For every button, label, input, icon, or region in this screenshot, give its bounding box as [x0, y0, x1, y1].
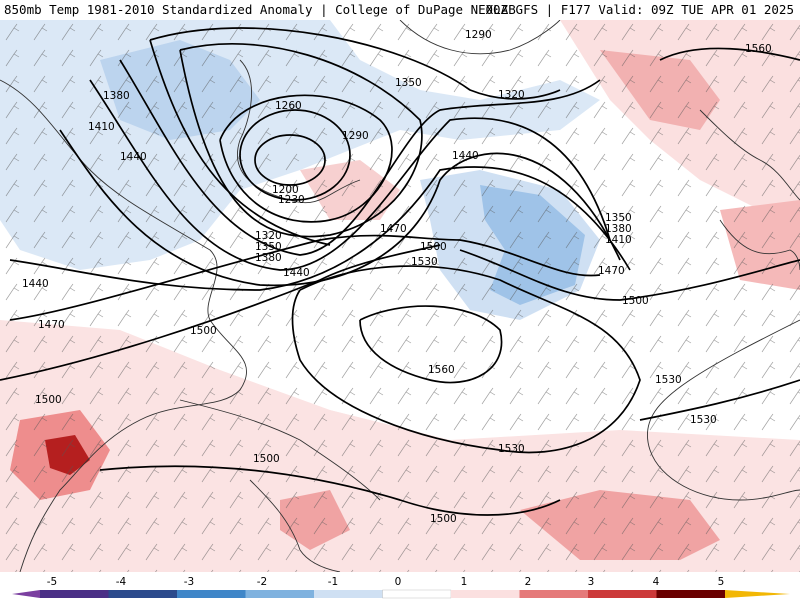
contour-label: 1200 — [272, 184, 299, 196]
colorbar-tick: 0 — [395, 576, 402, 588]
contour-label: 1530 — [411, 256, 438, 268]
header-bar: 850mb Temp 1981-2010 Standardized Anomal… — [0, 0, 800, 20]
map-title: 850mb Temp 1981-2010 Standardized Anomal… — [4, 2, 516, 17]
contour-label: 1350 — [605, 212, 632, 224]
contour-label: 1500 — [622, 295, 649, 307]
contour-label: 1440 — [283, 267, 310, 279]
contour-1350 — [119, 59, 601, 256]
colorbar-tick: -4 — [116, 576, 127, 588]
colorbar-segment — [40, 590, 109, 598]
contour-1500 — [0, 244, 800, 381]
contour-1410 — [59, 129, 621, 287]
contour-1500-south — [99, 465, 561, 516]
contour-label: 1440 — [452, 150, 479, 162]
colorbar-tick: 2 — [525, 576, 532, 588]
contour-label: 1530 — [655, 374, 682, 386]
contour-label: 1470 — [38, 319, 65, 331]
colorbar-segment — [245, 590, 314, 598]
contour-label: 1560 — [428, 364, 455, 376]
contour-label: 1530 — [498, 443, 525, 455]
contour-1530 — [291, 265, 641, 454]
colorbar-segment — [656, 590, 725, 598]
colorbar-segment — [177, 590, 246, 598]
coastline-north-america — [0, 79, 247, 572]
contour-label: 1380 — [103, 90, 130, 102]
colorbar-tick: -1 — [328, 576, 338, 588]
coastline-caribbean — [179, 399, 381, 501]
colorbar-tick: 1 — [461, 576, 468, 588]
contour-label: 1500 — [35, 394, 62, 406]
contour-label: 1500 — [430, 513, 457, 525]
contour-label: 1500 — [253, 453, 280, 465]
contour-1380 — [89, 79, 611, 271]
height-contours — [0, 27, 800, 516]
contour-label: 1470 — [598, 265, 625, 277]
contour-label: 1320 — [255, 230, 282, 242]
colorbar-tick: 3 — [588, 576, 595, 588]
colorbar-segment — [108, 590, 177, 598]
contour-label: 1290 — [342, 130, 369, 142]
coastlines — [0, 20, 800, 572]
colorbar-segment — [382, 589, 452, 599]
contour-label: 1530 — [690, 414, 717, 426]
contour-labels: 1290 1560 1350 1320 1380 1410 1440 1260 … — [22, 29, 772, 525]
colorbar-segment — [519, 590, 588, 598]
model-run-info: 00Z GFS | F177 Valid: 09Z TUE APR 01 202… — [485, 2, 794, 17]
colorbar-tick: -2 — [257, 576, 267, 588]
contour-1560 — [359, 305, 503, 384]
colorbar-tick: -3 — [184, 576, 194, 588]
contour-1200 — [254, 134, 326, 186]
colorbar-max-arrow — [725, 590, 790, 598]
contour-label: 1500 — [420, 241, 447, 253]
colorbar-tick: 5 — [718, 576, 725, 588]
colorbar-tick: -5 — [47, 576, 57, 588]
contour-label: 1470 — [380, 223, 407, 235]
coastline-south-america — [249, 479, 341, 572]
contour-1230 — [239, 109, 351, 201]
contour-label: 1380 — [255, 252, 282, 264]
colorbar-segment — [588, 590, 657, 598]
contour-label: 1380 — [605, 223, 632, 235]
contour-1290 — [179, 43, 423, 238]
colorbar: -5 -4 -3 -2 -1 0 1 2 3 4 5 — [12, 576, 790, 599]
map-panel: 1290 1560 1350 1320 1380 1410 1440 1260 … — [0, 20, 800, 572]
contour-label: 1320 — [498, 89, 525, 101]
contour-1470 — [9, 234, 601, 321]
contour-label: 1260 — [275, 100, 302, 112]
colorbar-tick: 4 — [653, 576, 660, 588]
contour-1320 — [149, 27, 561, 246]
coastline-africa — [646, 319, 800, 501]
contour-label: 1410 — [605, 234, 632, 246]
coastline-greenland — [399, 20, 561, 55]
colorbar-segment — [451, 590, 520, 598]
contour-label: 1290 — [465, 29, 492, 41]
colorbar-ticks: -5 -4 -3 -2 -1 0 1 2 3 4 5 — [47, 576, 725, 588]
contour-label: 1350 — [395, 77, 422, 89]
contour-label: 1440 — [120, 151, 147, 163]
colorbar-min-arrow — [12, 590, 40, 598]
coastline-europe — [699, 109, 800, 201]
wind-barbs — [0, 20, 800, 572]
contour-1530-africa — [639, 379, 800, 421]
contour-label: 1230 — [278, 194, 305, 206]
contour-label: 1500 — [190, 325, 217, 337]
contour-label: 1410 — [88, 121, 115, 133]
contour-label: 1560 — [745, 43, 772, 55]
colorbar-segment — [314, 590, 383, 598]
contour-label: 1350 — [255, 241, 282, 253]
contour-1440 — [9, 166, 631, 291]
contour-label: 1440 — [22, 278, 49, 290]
contour-1560-europe — [659, 47, 800, 61]
